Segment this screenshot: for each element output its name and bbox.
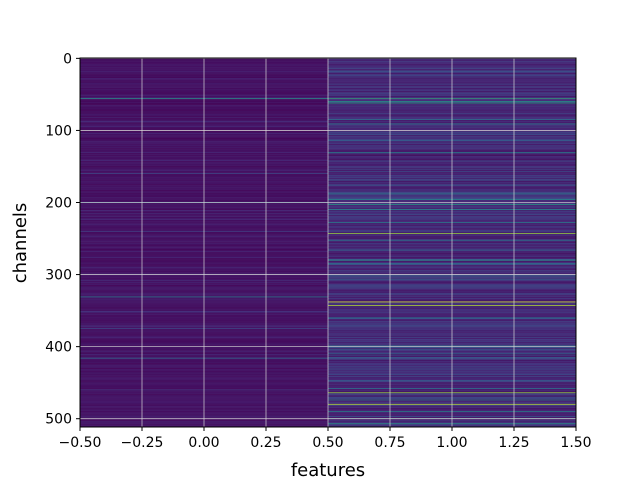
y-tick-label: 200 — [45, 196, 72, 212]
x-axis-ticks: −0.50 −0.25 0.00 0.25 0.50 0.75 1.00 1.25 1.50 — [59, 427, 592, 451]
x-tick-label: −0.50 — [59, 435, 102, 451]
x-tick-label: 0.25 — [250, 435, 281, 451]
x-tick-label: 0.00 — [188, 435, 219, 451]
x-tick-label: 0.50 — [312, 435, 343, 451]
x-tick-label: 0.75 — [374, 435, 405, 451]
x-tick-label: 1.50 — [560, 435, 591, 451]
y-axis-label: channels — [10, 203, 31, 284]
y-tick-label: 500 — [45, 412, 72, 428]
y-tick-label: 0 — [63, 51, 72, 67]
x-tick-label: 1.25 — [498, 435, 529, 451]
x-tick-label: 1.00 — [436, 435, 467, 451]
y-axis-ticks: 0 100 200 300 400 500 — [45, 51, 80, 428]
y-tick-label: 400 — [45, 340, 72, 356]
x-axis-label: features — [291, 460, 365, 480]
y-tick-label: 100 — [45, 123, 72, 139]
x-tick-label: −0.25 — [121, 435, 164, 451]
y-tick-label: 300 — [45, 268, 72, 284]
